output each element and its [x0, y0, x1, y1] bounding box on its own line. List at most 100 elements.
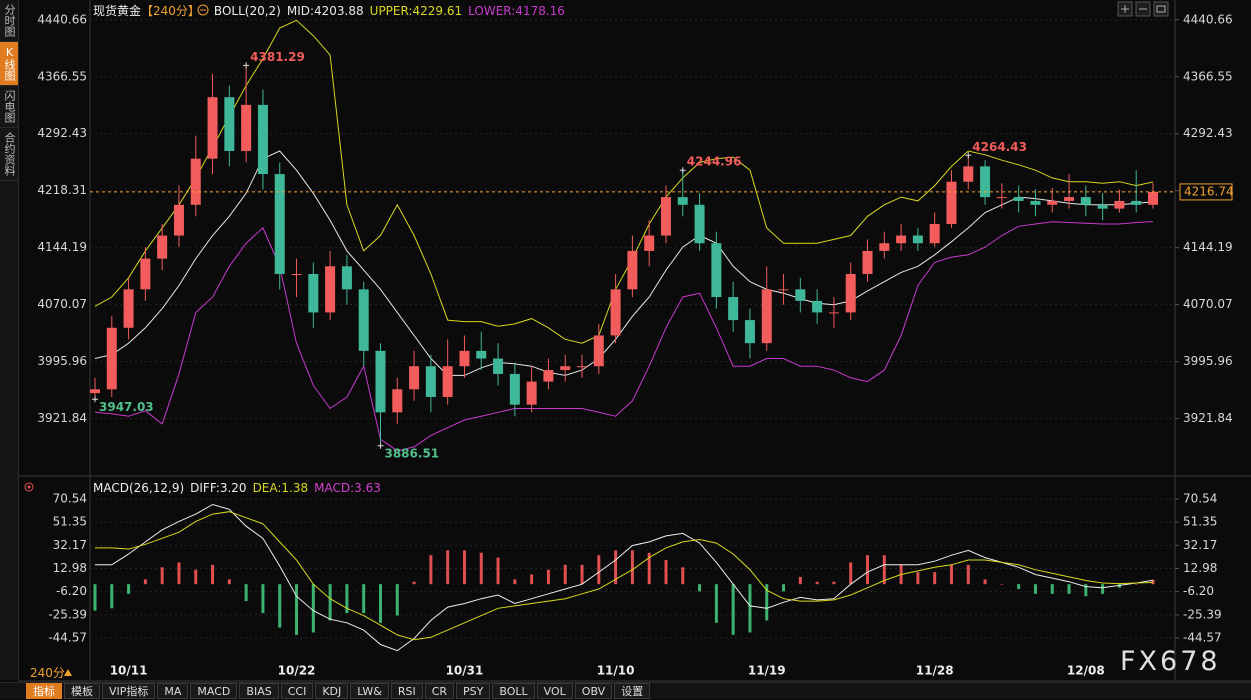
candle-body [1030, 200, 1041, 205]
legend-entry: UPPER:4229.61 [369, 3, 463, 18]
macd-bar [295, 584, 299, 635]
macd-bar [429, 555, 433, 585]
macd-bar [546, 569, 550, 585]
candle-body [543, 370, 554, 382]
toolbar-button[interactable]: MA [157, 683, 189, 699]
macd-bar [194, 569, 198, 585]
period-icon[interactable] [197, 4, 209, 16]
macd-bar [1151, 579, 1155, 585]
y-tick-label: 4440.66 [1183, 12, 1233, 26]
macd-bar [949, 564, 953, 585]
period-label[interactable]: 240分 [30, 666, 65, 680]
toolbar-button[interactable]: VOL [536, 683, 573, 699]
candle-body [929, 224, 940, 244]
y-tick-label: 4440.66 [37, 12, 87, 26]
candle-body [812, 300, 823, 313]
legend-entry: DIFF:3.20 [190, 481, 247, 495]
macd-bar [244, 584, 248, 602]
candle-body [761, 289, 772, 344]
candle-body [744, 320, 755, 344]
period-arrow [64, 669, 72, 676]
sidebar-tab[interactable]: 合约资料 [0, 128, 18, 181]
candle-body [1114, 200, 1125, 209]
period-tag[interactable]: 【240分】 [141, 4, 200, 18]
sidebar-tab[interactable]: 分时图 [0, 0, 18, 42]
x-tick-label: 10/11 [110, 664, 148, 678]
candle-body [1080, 197, 1091, 205]
x-tick-label: 11/19 [748, 664, 786, 678]
macd-bar [93, 584, 97, 611]
toolbar-button[interactable]: CCI [280, 683, 314, 699]
candle-body [476, 350, 487, 359]
candle-body [173, 204, 184, 236]
toolbar-button[interactable]: BIAS [239, 683, 279, 699]
y-tick-label: 4292.43 [37, 126, 87, 140]
symbol-title: 现货黄金 [93, 4, 142, 18]
control-button[interactable] [1153, 1, 1169, 17]
macd-legend: MACD(26,12,9) DIFF:3.20 DEA:1.38 MACD:3.63 [93, 481, 381, 495]
candle-body [392, 389, 403, 413]
indicator-line [94, 150, 1154, 376]
x-tick-label: 11/10 [597, 664, 635, 678]
high-label: 4264.43 [972, 140, 1027, 154]
macd-bar [177, 562, 181, 585]
y-tick-label: 3995.96 [37, 354, 87, 368]
toolbar-button[interactable]: LW& [350, 683, 389, 699]
macd-bar [328, 584, 332, 621]
indicator-line [95, 511, 1154, 641]
macd-bar [1067, 584, 1071, 594]
macd-bar [496, 557, 500, 585]
toolbar-button[interactable]: MACD [190, 683, 238, 699]
macd-bar [714, 584, 718, 623]
toolbar: 指标 模板 VIP指标 MA MACD BIAS CCI KDJ LW& RSI CR PSY BOLL… [0, 682, 1251, 699]
x-tick-label: 12/08 [1067, 664, 1105, 678]
y-tick-label: 4144.19 [37, 240, 87, 254]
candle-body [996, 197, 1007, 199]
y-tick-label: -44.57 [1183, 630, 1222, 644]
macd-bar [278, 584, 282, 628]
price-legend: 现货黄金 【240分】 BOLL(20,2) MID:4203.88 UPPER:… [93, 2, 565, 19]
legend-entry: LOWER:4178.16 [468, 3, 565, 18]
candle-body [308, 273, 319, 313]
candle-body [711, 243, 722, 298]
toolbar-button[interactable]: KDJ [315, 683, 349, 699]
toolbar-button[interactable]: 设置 [614, 683, 651, 699]
indicator-line [95, 503, 1154, 652]
indicator-name: MACD(26,12,9) [93, 481, 185, 495]
last-price-box [1179, 183, 1233, 201]
macd-bar [261, 584, 265, 614]
candle-body [795, 289, 806, 301]
candle-body [577, 366, 588, 368]
macd-bar [513, 579, 517, 585]
macd-bar [412, 581, 416, 585]
extreme-marker [679, 167, 686, 174]
macd-bar [580, 564, 584, 585]
macd-bar [731, 584, 735, 635]
macd-bar [782, 584, 786, 592]
macd-bar [143, 579, 147, 585]
toolbar-button[interactable]: 模板 [64, 683, 100, 699]
macd-bar [748, 584, 752, 633]
macd-bar [698, 584, 702, 592]
y-tick-label: -6.20 [56, 584, 87, 598]
toolbar-button[interactable]: RSI [390, 683, 423, 699]
y-tick-label: 51.35 [53, 515, 87, 529]
sidebar-tab[interactable]: K线图 [0, 42, 18, 86]
candle-body [207, 97, 218, 159]
toolbar-button[interactable]: VIP指标 [102, 683, 156, 699]
candle-body [190, 158, 201, 205]
toolbar-button[interactable]: OBV [574, 683, 613, 699]
indicator-icon[interactable] [24, 482, 34, 492]
toolbar-button[interactable]: 指标 [26, 683, 62, 699]
candle-body [409, 366, 420, 390]
y-tick-label: 4366.55 [1183, 69, 1233, 83]
toolbar-button[interactable]: CR [424, 683, 455, 699]
toolbar-button[interactable]: BOLL [492, 683, 535, 699]
candle-body [593, 335, 604, 367]
candle-body [778, 289, 789, 291]
candle-body [828, 312, 839, 314]
toolbar-button[interactable]: PSY [456, 683, 491, 699]
y-tick-label: 3921.84 [37, 411, 87, 425]
sidebar-tab[interactable]: 闪电图 [0, 86, 18, 128]
